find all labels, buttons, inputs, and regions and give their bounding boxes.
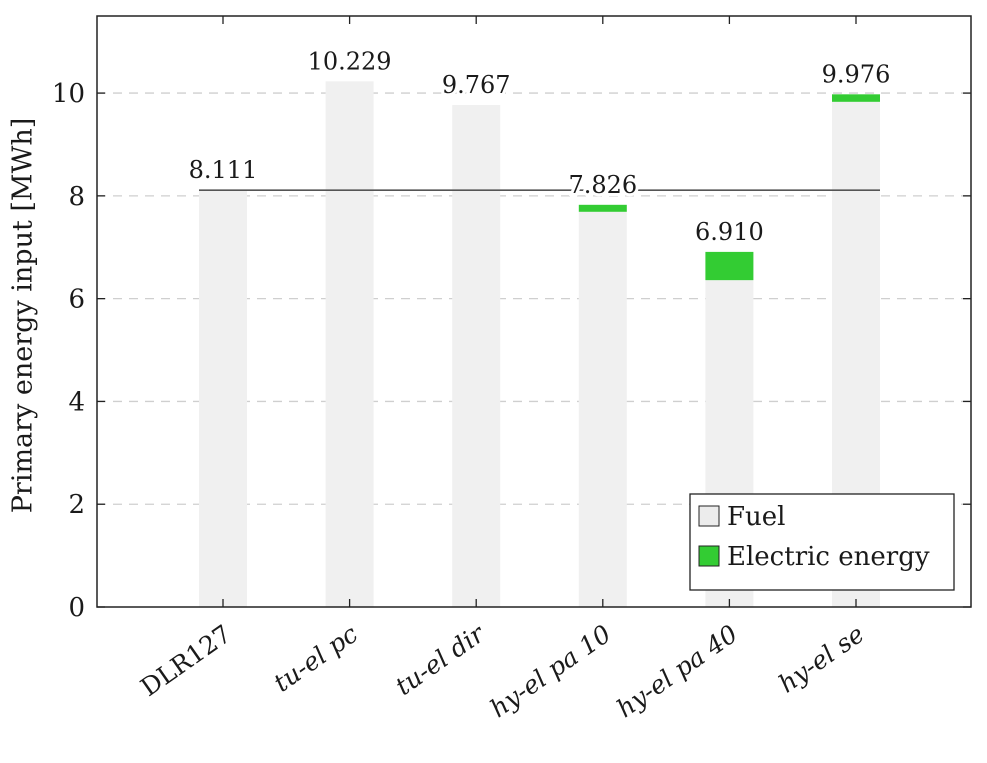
value-label-2: 9.767	[442, 71, 511, 99]
bar-fuel-1	[325, 81, 374, 607]
category-label-1: tu-el pc	[268, 619, 363, 697]
category-label-5: hy-el se	[773, 619, 869, 698]
y-axis-label: Primary energy input [MWh]	[8, 118, 39, 514]
legend-label-fuel: Fuel	[727, 502, 786, 532]
bar-electric-5	[832, 94, 880, 102]
y-tick-label-1: 2	[68, 490, 85, 520]
axis-ticks: 0 2 4 6 8 10	[52, 16, 971, 623]
value-label-5: 9.976	[822, 60, 891, 88]
y-tick-label-4: 8	[68, 182, 85, 212]
value-label-4: 6.910	[695, 218, 764, 246]
legend-swatch-fuel	[698, 505, 720, 527]
bar-fuel-3	[578, 211, 627, 607]
y-tick-label-3: 6	[68, 285, 85, 315]
y-tick-label-2: 4	[68, 387, 85, 417]
category-label-4: hy-el pa 40	[611, 619, 742, 723]
category-label-3: hy-el pa 10	[485, 619, 616, 723]
bar-electric-4	[705, 251, 754, 281]
value-label-3: 7.826	[568, 171, 637, 199]
y-tick-label-0: 0	[68, 593, 85, 623]
bars	[199, 81, 880, 607]
value-labels: 8.111 10.229 9.767 7.826 6.910 9.976	[186, 44, 894, 249]
plot-frame	[96, 15, 972, 608]
value-label-1: 10.229	[308, 47, 392, 75]
legend-box	[689, 493, 955, 591]
category-label-2: tu-el dir	[390, 618, 491, 701]
legend-swatch-electric-energy	[698, 545, 720, 567]
value-label-0: 8.111	[189, 156, 258, 184]
legend: Fuel Electric energy	[689, 493, 955, 591]
legend-label-electric-energy: Electric energy	[727, 542, 930, 572]
bar-fuel-2	[452, 105, 501, 607]
category-label-0: DLR127	[135, 619, 236, 702]
bar-electric-3	[578, 204, 627, 212]
y-tick-label-5: 10	[52, 79, 85, 109]
bar-fuel-0	[199, 190, 247, 607]
